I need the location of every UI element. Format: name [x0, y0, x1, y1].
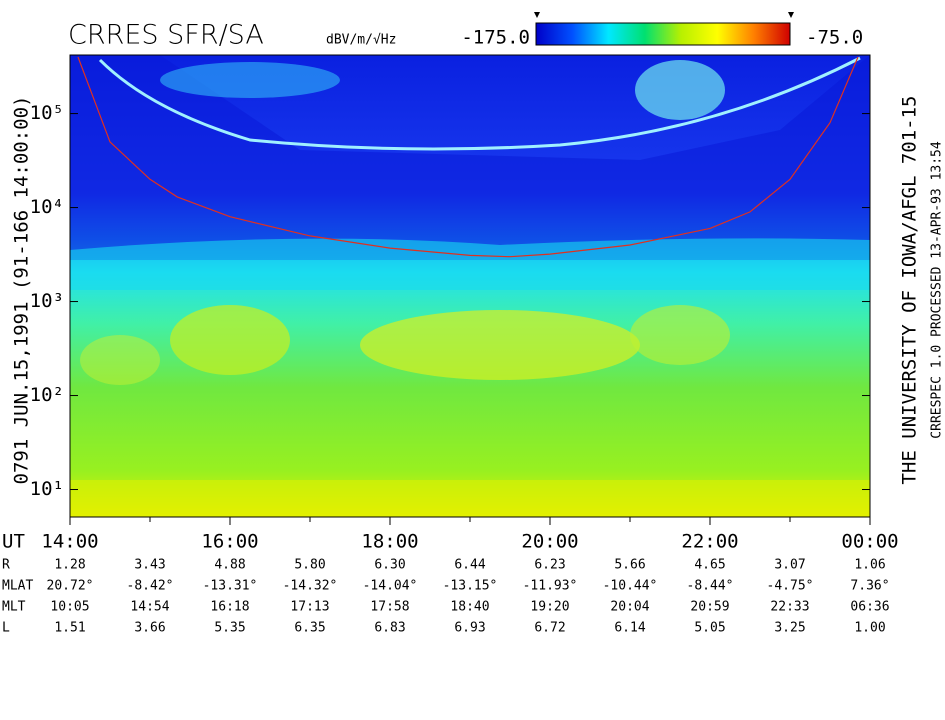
row-value: 7.36° [850, 579, 889, 594]
row-value: 17:13 [290, 600, 329, 615]
row-value: 19:20 [530, 600, 569, 615]
row-value: -4.75° [767, 579, 814, 594]
spectrogram [70, 55, 870, 517]
row-value: -11.93° [523, 579, 578, 594]
row-value: 3.25 [774, 621, 805, 636]
y-tick-label: 10³ [30, 290, 64, 312]
row-value: 06:36 [850, 600, 889, 615]
right-label-2: CRRESPEC 1.0 PROCESSED 13-APR-93 13:54 [930, 141, 945, 439]
x-tick-label: 22:00 [681, 531, 738, 553]
y-tick-label: 10⁴ [30, 196, 64, 218]
row-value: 5.35 [214, 621, 245, 636]
row-value: 10:05 [50, 600, 89, 615]
x-tick-label: 00:00 [841, 531, 898, 553]
row-value: 6.23 [534, 558, 565, 573]
row-value: 14:54 [130, 600, 169, 615]
chart-title: CRRES SFR/SA [68, 20, 264, 51]
row-value: -14.04° [363, 579, 418, 594]
colorbar-max: -75.0 [806, 27, 863, 49]
row-label: MLAT [2, 579, 33, 594]
row-value: 1.51 [54, 621, 85, 636]
row-value: 5.05 [694, 621, 725, 636]
row-value: 20:04 [610, 600, 649, 615]
row-value: 1.00 [854, 621, 885, 636]
ut-label: UT [2, 531, 25, 553]
row-value: 22:33 [770, 600, 809, 615]
row-value: 6.83 [374, 621, 405, 636]
row-value: 3.66 [134, 621, 165, 636]
y-tick-label: 10⁵ [30, 102, 64, 124]
row-value: -10.44° [603, 579, 658, 594]
x-tick-label: 16:00 [201, 531, 258, 553]
x-tick-label: 14:00 [41, 531, 98, 553]
row-value: 17:58 [370, 600, 409, 615]
right-label: THE UNIVERSITY OF IOWA/AFGL 701-15 [899, 96, 921, 485]
colorbar-marker [534, 12, 794, 18]
row-value: 6.35 [294, 621, 325, 636]
y-tick-label: 10² [30, 384, 64, 406]
row-value: -8.42° [127, 579, 174, 594]
row-value: 6.44 [454, 558, 485, 573]
cutoff-line [77, 56, 859, 258]
row-value: -8.44° [687, 579, 734, 594]
row-value: 16:18 [210, 600, 249, 615]
left-label: 0791 JUN.15,1991 (91-166 14:00:00) [11, 96, 33, 485]
row-value: 6.93 [454, 621, 485, 636]
row-value: 6.14 [614, 621, 645, 636]
row-value: 1.28 [54, 558, 85, 573]
colorbar [535, 22, 791, 46]
row-label: R [2, 558, 10, 573]
row-value: 4.88 [214, 558, 245, 573]
row-label: L [2, 621, 10, 636]
row-value: 5.80 [294, 558, 325, 573]
x-tick-label: 18:00 [361, 531, 418, 553]
row-value: 1.06 [854, 558, 885, 573]
row-value: 18:40 [450, 600, 489, 615]
row-value: -13.31° [203, 579, 258, 594]
row-value: -13.15° [443, 579, 498, 594]
row-value: 3.43 [134, 558, 165, 573]
x-tick-label: 20:00 [521, 531, 578, 553]
row-value: 4.65 [694, 558, 725, 573]
row-value: -14.32° [283, 579, 338, 594]
row-value: 3.07 [774, 558, 805, 573]
colorbar-unit: dBV/m/√Hz [326, 33, 396, 48]
colorbar-min: -175.0 [461, 27, 530, 49]
row-value: 20.72° [47, 579, 94, 594]
row-value: 6.30 [374, 558, 405, 573]
y-tick-label: 10¹ [30, 478, 64, 500]
row-label: MLT [2, 600, 26, 615]
row-value: 6.72 [534, 621, 565, 636]
row-value: 20:59 [690, 600, 729, 615]
row-value: 5.66 [614, 558, 645, 573]
